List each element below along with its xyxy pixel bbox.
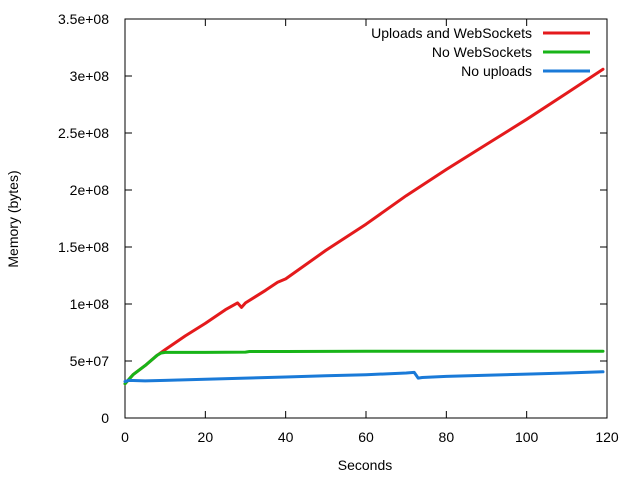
- y-axis-label: Memory (bytes): [5, 170, 21, 267]
- y-tick-label: 3.5e+08: [58, 11, 109, 27]
- y-tick-label: 0: [101, 410, 109, 426]
- series-line-1: [123, 349, 605, 386]
- legend-label: No uploads: [461, 63, 532, 79]
- y-tick-label: 5e+07: [70, 353, 110, 369]
- series-layer: [123, 67, 605, 386]
- y-tick-label: 1e+08: [70, 296, 110, 312]
- y-tick-label: 3e+08: [70, 68, 110, 84]
- x-axis-label: Seconds: [338, 457, 392, 473]
- y-tick-label: 1.5e+08: [58, 239, 109, 255]
- series-line-2: [123, 370, 605, 383]
- x-tick-label: 60: [358, 429, 374, 445]
- x-tick-label: 0: [121, 429, 129, 445]
- legend-label: Uploads and WebSockets: [371, 25, 532, 41]
- x-tick-label: 80: [439, 429, 455, 445]
- x-axis-ticks: 0 20 40 60 80 100 120: [121, 19, 619, 445]
- y-axis-ticks: 0 5e+07 1e+08 1.5e+08 2e+08 2.5e+08 3e+08 3.5e+…: [58, 11, 607, 426]
- series-line-0: [123, 67, 605, 386]
- x-tick-label: 40: [278, 429, 294, 445]
- x-tick-label: 100: [515, 429, 539, 445]
- y-tick-label: 2e+08: [70, 182, 110, 198]
- legend: Uploads and WebSockets No WebSockets No up…: [371, 25, 590, 79]
- legend-label: No WebSockets: [432, 44, 532, 60]
- x-tick-label: 20: [198, 429, 214, 445]
- y-tick-label: 2.5e+08: [58, 125, 109, 141]
- plot-frame: [124, 18, 608, 419]
- x-tick-label: 120: [595, 429, 619, 445]
